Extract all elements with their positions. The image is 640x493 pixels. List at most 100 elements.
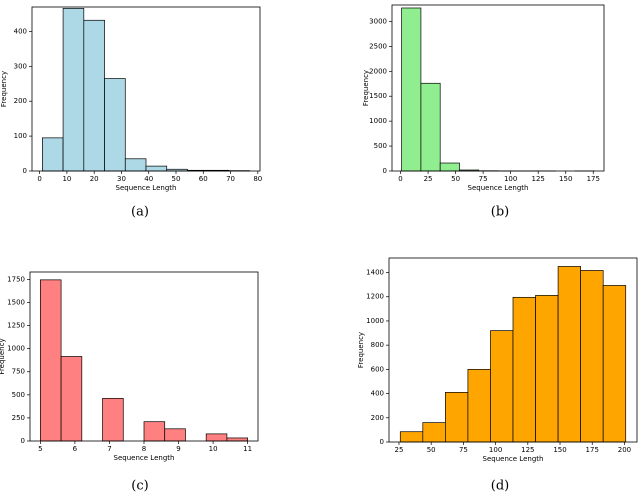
x-axis-label: Sequence Length: [483, 455, 544, 463]
caption: (a): [131, 205, 149, 220]
bar: [40, 279, 62, 442]
bar: [557, 266, 581, 443]
bar: [60, 356, 83, 442]
y-tick-label: 1500: [369, 92, 387, 100]
x-tick-label: 9: [176, 445, 180, 453]
x-tick-label: 175: [587, 175, 600, 183]
x-tick-label: 175: [586, 446, 599, 454]
bar: [226, 437, 248, 442]
x-tick-label: 60: [199, 175, 208, 183]
x-tick-label: 125: [521, 446, 534, 454]
x-tick-label: 50: [172, 175, 181, 183]
x-tick-label: 8: [142, 445, 146, 453]
bar: [420, 82, 441, 172]
y-axis-label: Frequency: [0, 338, 6, 374]
bar: [164, 428, 186, 442]
x-tick-label: 25: [424, 175, 433, 183]
y-tick-label: 1000: [7, 345, 25, 353]
x-tick-label: 80: [253, 175, 262, 183]
y-tick-label: 1000: [366, 317, 384, 325]
bar: [401, 7, 422, 172]
y-tick-label: 2000: [369, 67, 387, 75]
x-tick-label: 100: [504, 175, 517, 183]
y-tick-label: 3000: [369, 17, 387, 25]
x-tick-label: 5: [38, 445, 42, 453]
y-tick-label: 600: [371, 365, 384, 373]
caption: (b): [491, 205, 509, 220]
bar: [62, 8, 85, 172]
bar: [145, 165, 168, 172]
y-tick-label: 0: [383, 167, 387, 175]
x-tick-label: 75: [479, 175, 488, 183]
x-tick-label: 40: [144, 175, 153, 183]
x-tick-label: 50: [427, 446, 436, 454]
x-axis-label: Sequence Length: [114, 454, 175, 462]
x-axis-label: Sequence Length: [116, 184, 177, 192]
axes-frame: [388, 257, 638, 443]
x-tick-label: 6: [73, 445, 78, 453]
x-tick-label: 10: [62, 175, 71, 183]
x-tick-label: 0: [37, 175, 41, 183]
x-tick-label: 20: [90, 175, 99, 183]
y-tick-label: 1500: [7, 298, 25, 306]
axes-frame: [391, 4, 605, 172]
caption: (d): [491, 479, 509, 493]
x-tick-label: 0: [398, 175, 402, 183]
y-tick-label: 100: [14, 132, 27, 140]
x-tick-label: 150: [553, 446, 566, 454]
x-tick-label: 10: [209, 445, 218, 453]
x-tick-label: 7: [107, 445, 111, 453]
y-tick-label: 1750: [7, 275, 25, 283]
bar: [42, 137, 64, 172]
y-tick-label: 800: [371, 341, 384, 349]
bar: [83, 19, 105, 172]
y-tick-label: 250: [12, 414, 25, 422]
x-tick-label: 125: [532, 175, 545, 183]
y-tick-label: 200: [371, 414, 384, 422]
x-tick-label: 100: [489, 446, 502, 454]
y-tick-label: 200: [14, 97, 27, 105]
y-tick-label: 1200: [366, 293, 384, 301]
y-axis-label: Frequency: [357, 332, 365, 368]
bar: [512, 296, 536, 443]
y-tick-label: 2500: [369, 42, 387, 50]
x-tick-label: 200: [618, 446, 631, 454]
x-tick-label: 75: [459, 446, 468, 454]
x-tick-label: 70: [226, 175, 235, 183]
y-tick-label: 500: [12, 391, 25, 399]
x-tick-label: 11: [243, 445, 252, 453]
y-axis-label: Frequency: [362, 70, 370, 106]
bar: [143, 421, 166, 442]
x-tick-label: 150: [559, 175, 572, 183]
x-tick-label: 50: [451, 175, 460, 183]
y-tick-label: 500: [374, 142, 387, 150]
bar: [602, 285, 627, 443]
bar: [422, 422, 446, 443]
bar: [124, 158, 147, 172]
y-tick-label: 1000: [369, 117, 387, 125]
y-tick-label: 0: [23, 167, 27, 175]
bar: [535, 295, 559, 443]
y-tick-label: 400: [371, 390, 384, 398]
y-tick-label: 0: [21, 437, 25, 445]
y-tick-label: 400: [14, 27, 27, 35]
bar: [490, 330, 514, 443]
y-tick-label: 750: [12, 368, 25, 376]
y-tick-label: 1250: [7, 322, 25, 330]
bar: [102, 397, 124, 442]
bar: [205, 433, 228, 442]
axes-frame: [31, 6, 261, 172]
bar: [104, 78, 126, 172]
x-axis-label: Sequence Length: [468, 184, 529, 192]
y-axis-label: Frequency: [0, 71, 8, 107]
caption: (c): [131, 479, 148, 493]
bar: [467, 369, 491, 443]
y-tick-label: 1400: [366, 269, 384, 277]
bar: [399, 431, 424, 443]
x-tick-label: 25: [395, 446, 404, 454]
bar: [439, 162, 460, 172]
y-tick-label: 300: [14, 62, 27, 70]
bar: [580, 270, 604, 443]
y-tick-label: 0: [380, 438, 384, 446]
